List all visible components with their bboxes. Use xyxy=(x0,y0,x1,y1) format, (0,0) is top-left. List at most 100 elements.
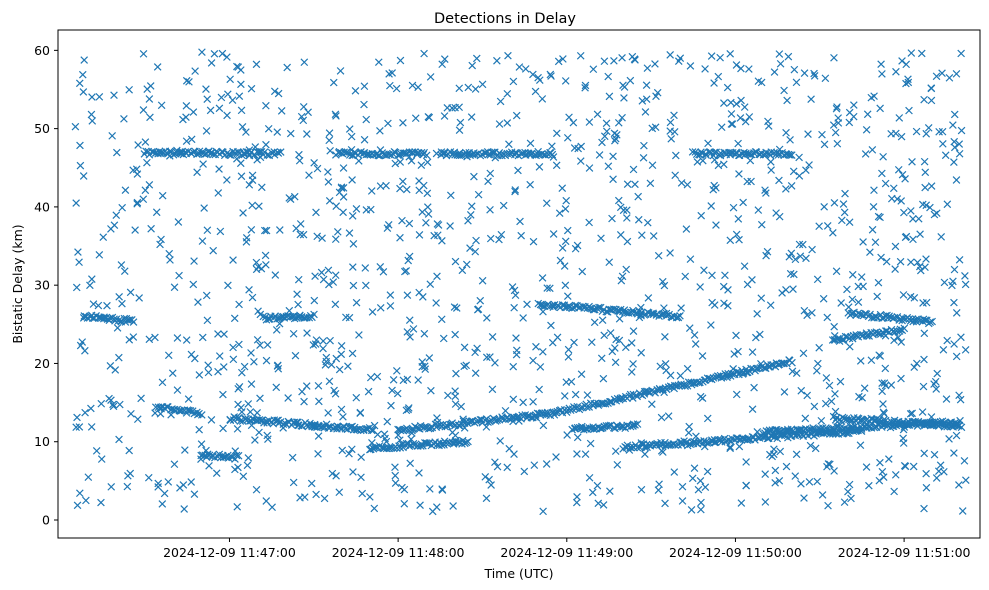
detection-point xyxy=(374,58,383,66)
detection-point xyxy=(75,423,84,431)
detection-point xyxy=(391,471,400,480)
detection-point xyxy=(254,307,262,316)
detection-point xyxy=(757,294,766,303)
detection-point xyxy=(707,52,716,60)
detection-point xyxy=(862,463,871,471)
detection-point xyxy=(247,380,256,388)
detection-point xyxy=(256,310,265,319)
detection-point xyxy=(233,425,242,433)
detection-point xyxy=(129,333,138,341)
detection-point xyxy=(878,379,886,387)
detection-point xyxy=(400,485,409,494)
detection-point xyxy=(428,507,437,516)
detection-point xyxy=(272,383,281,392)
detection-point xyxy=(111,366,120,374)
detection-point xyxy=(146,82,155,90)
detection-point xyxy=(134,141,142,149)
detection-point xyxy=(899,291,908,299)
detection-point xyxy=(898,170,907,179)
detection-point xyxy=(909,235,917,244)
detection-point xyxy=(448,104,456,112)
detection-point xyxy=(323,168,332,176)
detection-point xyxy=(829,121,838,129)
detection-point xyxy=(740,148,748,157)
detection-point xyxy=(808,426,817,435)
detection-point xyxy=(537,409,546,418)
detection-point xyxy=(803,311,811,320)
detection-point xyxy=(487,481,495,489)
detection-point xyxy=(251,143,260,151)
detection-point xyxy=(394,431,403,439)
detection-point xyxy=(264,435,272,443)
detection-point xyxy=(274,364,283,373)
detection-point xyxy=(727,110,736,118)
detection-point xyxy=(907,49,916,57)
detection-point xyxy=(950,143,959,152)
detection-point xyxy=(474,305,483,314)
detection-point xyxy=(248,201,256,210)
detection-point xyxy=(295,156,304,165)
detection-point xyxy=(214,367,222,376)
detection-point xyxy=(883,327,891,335)
detection-point xyxy=(766,158,775,166)
detection-point xyxy=(357,473,365,482)
detection-point xyxy=(899,425,908,434)
detection-point xyxy=(345,229,354,237)
detection-point xyxy=(899,439,908,447)
detection-point xyxy=(775,476,784,485)
detection-point xyxy=(955,391,963,400)
detection-point xyxy=(247,421,256,430)
detection-point xyxy=(878,169,886,178)
detection-point xyxy=(913,359,921,368)
detection-point xyxy=(73,413,81,422)
detection-point xyxy=(231,414,240,422)
detection-point xyxy=(368,308,377,316)
detection-point xyxy=(154,483,162,491)
detection-point xyxy=(314,381,323,390)
detection-point xyxy=(86,281,94,290)
detection-point xyxy=(824,460,833,468)
detection-point xyxy=(215,104,224,113)
detection-point xyxy=(332,471,340,480)
detection-point xyxy=(345,313,354,322)
detection-point xyxy=(775,176,783,185)
detection-point xyxy=(708,271,716,280)
detection-point xyxy=(256,153,265,162)
detection-point xyxy=(600,331,609,340)
detection-point xyxy=(491,359,499,367)
detection-point xyxy=(920,95,928,104)
detection-point xyxy=(539,507,547,516)
detection-point xyxy=(881,179,890,188)
detection-point xyxy=(328,469,337,478)
detection-point xyxy=(264,124,273,133)
detection-point xyxy=(228,96,237,104)
detection-point xyxy=(743,280,752,289)
detection-point xyxy=(382,181,390,190)
detection-point xyxy=(692,432,700,441)
detection-point xyxy=(326,336,334,345)
detection-point xyxy=(204,361,212,370)
detection-point xyxy=(139,106,148,114)
detection-point xyxy=(830,199,839,207)
detection-point xyxy=(164,351,173,360)
detection-point xyxy=(952,309,961,317)
detection-point xyxy=(571,390,580,399)
x-tick-label: 2024-12-09 11:51:00 xyxy=(838,545,971,560)
detection-point xyxy=(602,127,611,136)
detection-point xyxy=(512,350,521,359)
detection-point xyxy=(761,470,770,478)
detection-point xyxy=(299,103,308,111)
detection-point xyxy=(611,447,620,455)
detection-point xyxy=(591,305,599,314)
detection-point xyxy=(484,177,492,186)
detection-point xyxy=(671,171,680,180)
detection-point xyxy=(203,316,212,325)
detection-point xyxy=(512,111,521,120)
detection-point xyxy=(780,359,789,368)
detection-point xyxy=(242,148,251,156)
detection-point xyxy=(562,196,571,205)
detection-point xyxy=(690,464,699,473)
detection-point xyxy=(810,69,818,78)
detection-point xyxy=(123,482,132,491)
detection-point xyxy=(912,127,921,136)
